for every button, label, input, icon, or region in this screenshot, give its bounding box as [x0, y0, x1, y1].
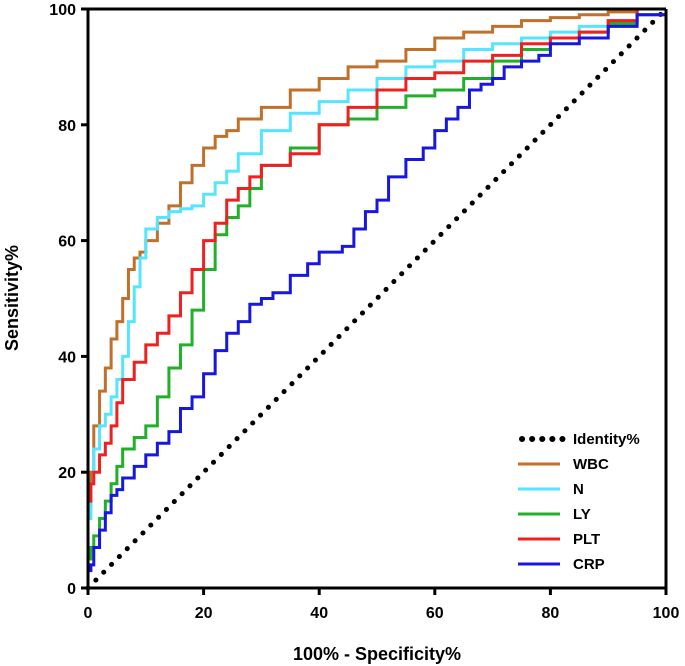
legend-label-ly: LY — [573, 506, 591, 523]
x-tick-label-20: 20 — [195, 605, 213, 622]
legend-label-plt: PLT — [573, 531, 600, 548]
y-tick-label-40: 40 — [58, 349, 76, 366]
legend-label-wbc: WBC — [573, 456, 609, 473]
identity-line — [85, 6, 669, 591]
legend-item-n: N — [518, 481, 584, 498]
legend: Identity% WBC N LY PLT CRP — [518, 431, 640, 573]
series-line-crp — [86, 13, 666, 588]
series-line-n — [86, 7, 666, 588]
legend-item-crp: CRP — [518, 556, 605, 573]
y-tick-label-100: 100 — [49, 2, 76, 19]
y-axis-title: Sensitivity% — [2, 245, 22, 351]
x-tick-label-0: 0 — [84, 605, 93, 622]
x-tick-label-100: 100 — [653, 605, 680, 622]
x-axis-title: 100% - Specificity% — [293, 644, 461, 664]
legend-label-n: N — [573, 481, 584, 498]
series-line-wbc — [86, 7, 666, 588]
y-tick-label-60: 60 — [58, 234, 76, 251]
y-tick-label-80: 80 — [58, 118, 76, 135]
legend-label-crp: CRP — [573, 556, 605, 573]
x-tick-label-40: 40 — [310, 605, 328, 622]
legend-item-identity: Identity% — [519, 431, 640, 448]
legend-item-plt: PLT — [518, 531, 600, 548]
legend-label-identity: Identity% — [573, 431, 640, 448]
x-tick-label-60: 60 — [426, 605, 444, 622]
axes: 0 20 40 60 80 100 0 20 40 60 80 100 — [49, 2, 679, 622]
legend-item-wbc: WBC — [518, 456, 609, 473]
plot-area — [85, 6, 669, 591]
legend-item-ly: LY — [518, 506, 591, 523]
x-tick-label-80: 80 — [542, 605, 560, 622]
y-tick-label-20: 20 — [58, 465, 76, 482]
y-tick-label-0: 0 — [67, 581, 76, 598]
series-line-plt — [86, 7, 666, 588]
